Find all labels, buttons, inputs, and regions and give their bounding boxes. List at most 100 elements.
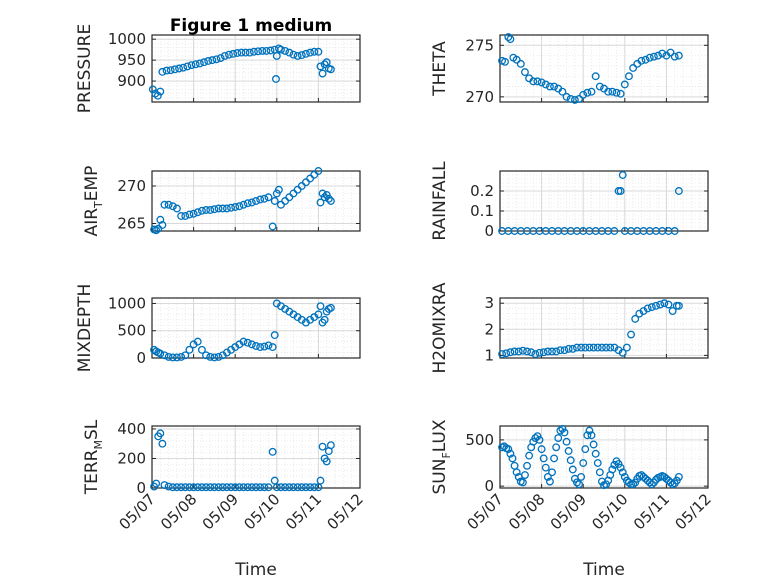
data-point (645, 478, 654, 487)
data-point (258, 46, 267, 55)
data-point (525, 451, 534, 460)
data-point (152, 226, 161, 235)
data-point (208, 56, 217, 65)
data-point (539, 348, 548, 357)
data-point (622, 343, 631, 352)
y-tick-label: 275 (465, 36, 494, 54)
data-point (270, 331, 279, 340)
data-point (543, 472, 552, 481)
data-point (573, 343, 581, 352)
y-axis-label: SUNFLUX (430, 419, 453, 494)
data-point (260, 483, 269, 492)
data-point (243, 199, 252, 208)
y-axis-label: PRESSURE (75, 24, 95, 113)
data-point (320, 193, 329, 202)
data-point (306, 483, 315, 492)
x-axis-label: Time (234, 560, 277, 580)
data-point (177, 483, 186, 492)
data-point (168, 353, 177, 362)
data-point (204, 57, 213, 65)
data-point (674, 301, 683, 310)
data-point (197, 483, 206, 492)
data-point (320, 60, 329, 69)
data-point (579, 459, 588, 467)
data-point (508, 454, 517, 463)
data-point (587, 431, 596, 440)
y-tick-label: 1000 (108, 30, 146, 48)
data-point (641, 55, 650, 64)
data-point (254, 47, 263, 56)
data-point (268, 222, 277, 231)
data-point (618, 171, 627, 179)
data-point (631, 314, 640, 323)
y-tick-label: 200 (117, 449, 146, 467)
data-point (548, 468, 556, 477)
data-point (501, 57, 509, 66)
data-point (177, 352, 186, 361)
data-point (301, 483, 310, 492)
data-point (589, 440, 598, 449)
data-point (326, 197, 335, 205)
data-point (260, 342, 269, 351)
data-point (239, 337, 248, 346)
data-point (566, 456, 575, 465)
y-tick-label: 400 (117, 420, 146, 438)
data-point (587, 87, 596, 96)
data-point (326, 65, 335, 74)
data-point (268, 447, 277, 456)
data-point (152, 479, 161, 488)
data-point (660, 299, 669, 308)
data-point (181, 351, 190, 360)
data-point (160, 200, 169, 209)
data-point (277, 483, 285, 492)
data-point (583, 431, 592, 440)
data-point (173, 483, 181, 492)
data-point (564, 344, 573, 353)
data-point (297, 483, 306, 492)
data-point (256, 195, 265, 204)
data-point (674, 472, 683, 481)
data-point (206, 206, 215, 214)
data-point (562, 92, 571, 101)
data-point (268, 343, 277, 352)
data-point (245, 48, 254, 57)
data-point (597, 343, 606, 352)
data-point (581, 343, 590, 352)
data-point (260, 194, 269, 203)
data-point (535, 435, 544, 444)
data-point (674, 187, 683, 195)
data-point (583, 88, 592, 97)
y-tick-label: 0 (136, 349, 146, 367)
data-point (625, 72, 633, 81)
data-point (227, 483, 235, 492)
data-point (183, 62, 192, 71)
data-point (573, 478, 581, 487)
data-point (158, 221, 167, 229)
data-point (316, 476, 325, 485)
data-point (247, 340, 256, 349)
data-point (247, 483, 256, 492)
data-point (550, 454, 559, 463)
data-point (153, 91, 162, 100)
data-point (591, 449, 600, 458)
data-point (556, 346, 565, 355)
data-point (314, 310, 323, 319)
data-point (264, 483, 273, 492)
subplot-5: 0 500 1000 MIXDEPTH (75, 284, 361, 372)
data-point (518, 346, 527, 355)
data-point (160, 351, 169, 360)
data-point (527, 348, 536, 357)
data-point (277, 200, 285, 209)
data-point (618, 348, 627, 357)
data-point (550, 82, 559, 91)
data-point (654, 51, 663, 60)
y-axis-label: AIRTEMP (82, 166, 105, 237)
data-point (595, 82, 604, 91)
axes-box (151, 297, 361, 359)
data-point (210, 205, 219, 214)
data-point (293, 483, 302, 492)
data-point (210, 353, 219, 362)
data-point (225, 50, 233, 59)
data-point (612, 88, 621, 97)
y-tick-label: 1000 (108, 294, 146, 312)
